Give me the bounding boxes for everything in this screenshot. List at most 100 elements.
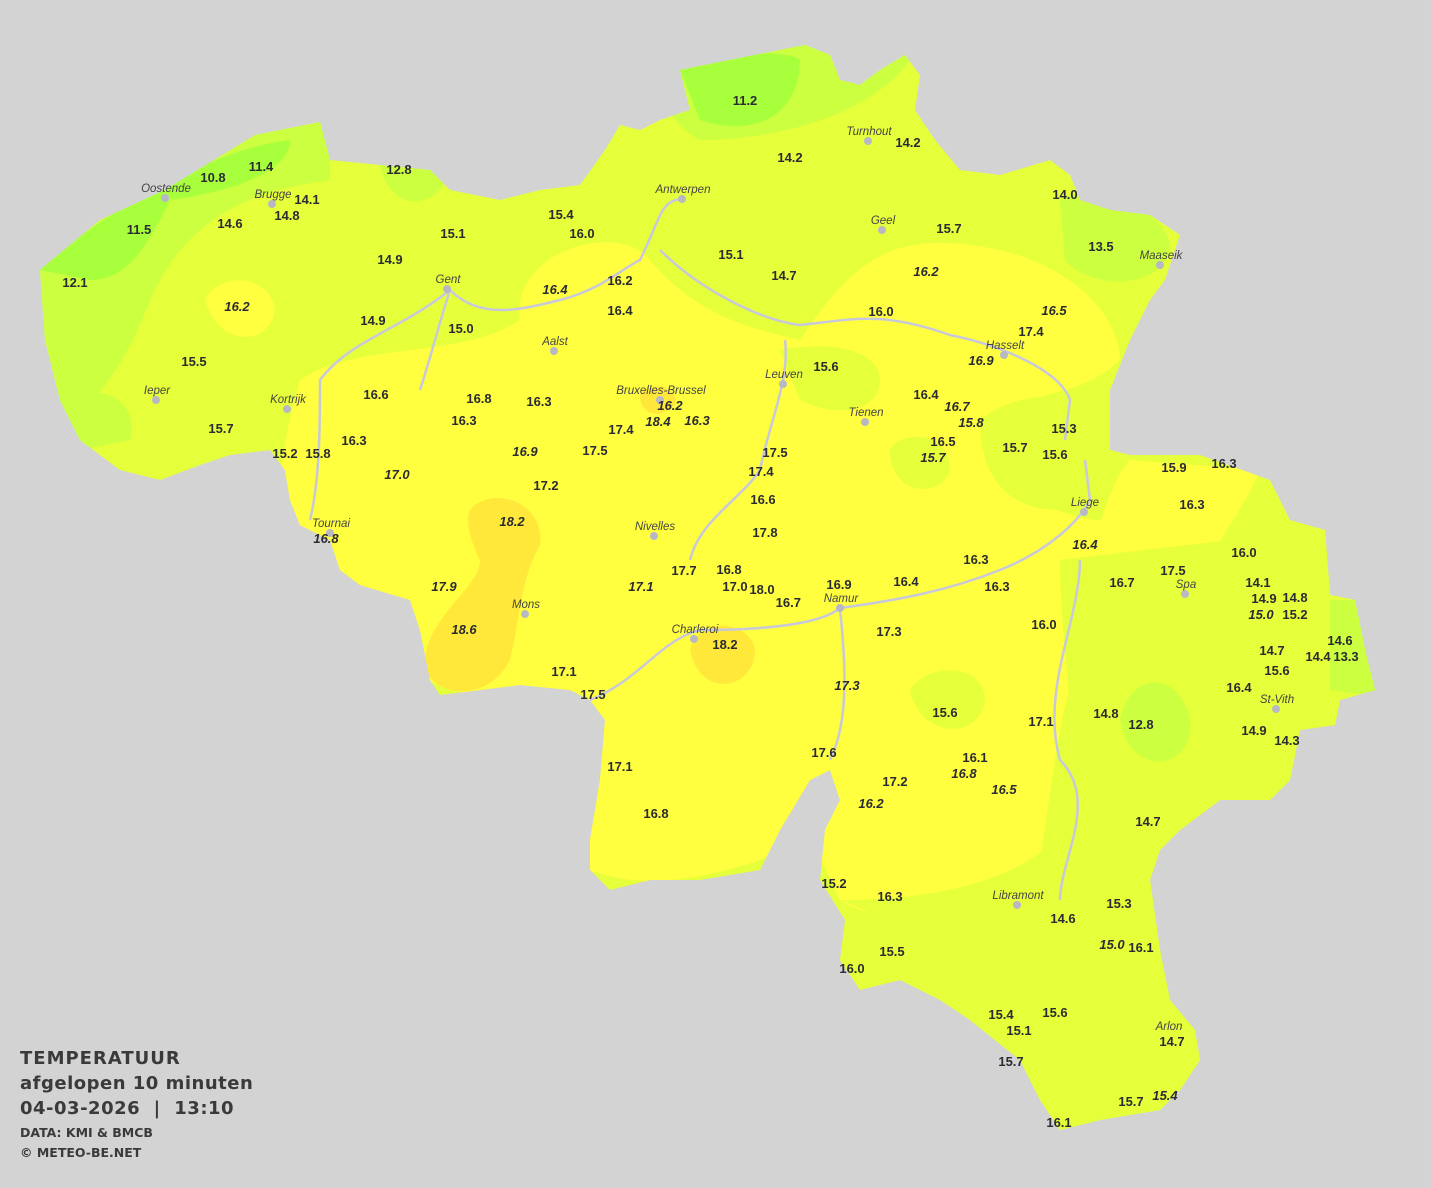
city-layer: Oostende Brugge Antwerpen Turnhout Geel Maase… bbox=[141, 126, 1294, 1033]
temperature-reading: 16.8 bbox=[951, 766, 977, 781]
temperature-reading: 16.2 bbox=[607, 273, 632, 288]
temperature-reading: 16.0 bbox=[1031, 617, 1056, 632]
city-antwerpen: Antwerpen bbox=[655, 184, 710, 203]
city-charleroi: Charleroi bbox=[672, 624, 719, 643]
temperature-reading: 11.2 bbox=[733, 93, 758, 108]
city-label: Spa bbox=[1176, 579, 1196, 591]
temperature-reading: 14.8 bbox=[1282, 590, 1307, 605]
city-mons: Mons bbox=[512, 599, 540, 618]
temperature-reading: 16.4 bbox=[542, 282, 568, 297]
temperature-reading: 15.2 bbox=[1282, 607, 1307, 622]
city-label: Liege bbox=[1071, 497, 1099, 509]
city-label: Tournai bbox=[312, 518, 350, 530]
temperature-reading: 14.0 bbox=[1052, 187, 1077, 202]
temperature-reading: 16.5 bbox=[1041, 303, 1067, 318]
temperature-reading: 14.8 bbox=[1093, 706, 1118, 721]
city-dot bbox=[1000, 351, 1008, 359]
river bbox=[828, 607, 846, 761]
city-aalst: Aalst bbox=[541, 336, 569, 355]
cool-zone bbox=[40, 110, 330, 420]
legend-period: afgelopen 10 minuten bbox=[20, 1073, 254, 1094]
temperature-reading: 14.3 bbox=[1274, 733, 1299, 748]
city-dot bbox=[161, 194, 169, 202]
temperature-reading: 16.7 bbox=[776, 595, 801, 610]
temperature-reading: 16.1 bbox=[962, 750, 987, 765]
temperature-reading: 17.5 bbox=[762, 445, 787, 460]
temperature-reading: 16.1 bbox=[1128, 940, 1153, 955]
temperature-reading: 16.3 bbox=[526, 394, 551, 409]
temperature-reading: 16.0 bbox=[1231, 545, 1256, 560]
cool-zone bbox=[1060, 193, 1170, 282]
city-gent: Gent bbox=[436, 274, 461, 293]
city-label: Geel bbox=[871, 215, 896, 227]
city-dot bbox=[779, 380, 787, 388]
temperature-reading: 16.4 bbox=[893, 574, 919, 589]
temperature-reading: 15.0 bbox=[1248, 607, 1274, 622]
city-dot bbox=[1013, 901, 1021, 909]
temperature-reading: 17.8 bbox=[752, 525, 777, 540]
city-tournai: Tournai bbox=[312, 518, 350, 537]
temperature-reading: 13.3 bbox=[1333, 649, 1358, 664]
temperature-reading: 15.3 bbox=[1106, 896, 1131, 911]
temperature-reading: 16.7 bbox=[1109, 575, 1134, 590]
city-label: Nivelles bbox=[635, 521, 676, 533]
temperature-reading: 17.5 bbox=[1160, 563, 1185, 578]
temperature-reading: 14.7 bbox=[1259, 643, 1284, 658]
temperature-reading: 16.0 bbox=[868, 304, 893, 319]
temperature-reading: 15.3 bbox=[1051, 421, 1076, 436]
legend-datetime: 04-03-2026 | 13:10 bbox=[20, 1098, 235, 1119]
temperature-reading: 14.6 bbox=[217, 216, 242, 231]
city-label: Namur bbox=[824, 593, 860, 605]
city-dot bbox=[878, 226, 886, 234]
temperature-reading: 16.2 bbox=[224, 299, 250, 314]
temperature-reading: 16.5 bbox=[930, 434, 955, 449]
temperature-reading: 18.2 bbox=[499, 514, 525, 529]
city-dot bbox=[443, 285, 451, 293]
temperature-reading: 17.0 bbox=[722, 579, 747, 594]
city-label: Arlon bbox=[1155, 1021, 1183, 1033]
temperature-reading: 15.7 bbox=[1002, 440, 1027, 455]
city-dot bbox=[650, 532, 658, 540]
city-hasselt: Hasselt bbox=[986, 340, 1025, 359]
temperature-reading: 15.1 bbox=[1006, 1023, 1031, 1038]
temperature-reading: 15.0 bbox=[448, 321, 473, 336]
city-label: Hasselt bbox=[986, 340, 1025, 352]
warm-zone bbox=[280, 242, 1120, 917]
temperature-reading: 12.8 bbox=[386, 162, 411, 177]
temperature-reading: 16.4 bbox=[1226, 680, 1252, 695]
city-label: Tienen bbox=[848, 407, 883, 419]
temperature-reading: 15.7 bbox=[998, 1054, 1023, 1069]
river bbox=[688, 339, 787, 561]
temperature-reading: 18.2 bbox=[712, 637, 737, 652]
temperature-reading: 13.5 bbox=[1088, 239, 1113, 254]
temperature-reading: 15.7 bbox=[920, 450, 946, 465]
city-dot bbox=[283, 405, 291, 413]
temperature-reading: 17.2 bbox=[533, 478, 558, 493]
temperature-reading: 18.6 bbox=[451, 622, 477, 637]
temperature-reading: 15.6 bbox=[1264, 663, 1289, 678]
city-dot bbox=[678, 195, 686, 203]
temperature-reading: 15.2 bbox=[272, 446, 297, 461]
temperature-reading: 16.0 bbox=[569, 226, 594, 241]
temperature-reading: 14.1 bbox=[294, 192, 319, 207]
city-label: Maaseik bbox=[1140, 250, 1184, 262]
temperature-reading: 16.6 bbox=[363, 387, 388, 402]
cool-zone bbox=[60, 392, 132, 450]
river bbox=[659, 249, 1072, 441]
base-zone bbox=[980, 396, 1120, 510]
temperature-reading: 14.6 bbox=[1327, 633, 1352, 648]
temperature-reading: 15.6 bbox=[813, 359, 838, 374]
temperature-reading: 12.1 bbox=[62, 275, 87, 290]
city-label: Leuven bbox=[765, 369, 803, 381]
cool-zone bbox=[380, 165, 450, 202]
temperature-reading: 16.4 bbox=[913, 387, 939, 402]
temperature-reading: 14.7 bbox=[1135, 814, 1160, 829]
temperature-reading: 12.8 bbox=[1128, 717, 1153, 732]
city-liege: Liege bbox=[1071, 497, 1099, 516]
city-dot bbox=[1272, 705, 1280, 713]
temperature-zones bbox=[40, 45, 1375, 1130]
legend-source: DATA: KMI & BMCB bbox=[20, 1125, 153, 1140]
temperature-reading: 16.2 bbox=[858, 796, 884, 811]
city-dot bbox=[836, 604, 844, 612]
city-label: Mons bbox=[512, 599, 540, 611]
